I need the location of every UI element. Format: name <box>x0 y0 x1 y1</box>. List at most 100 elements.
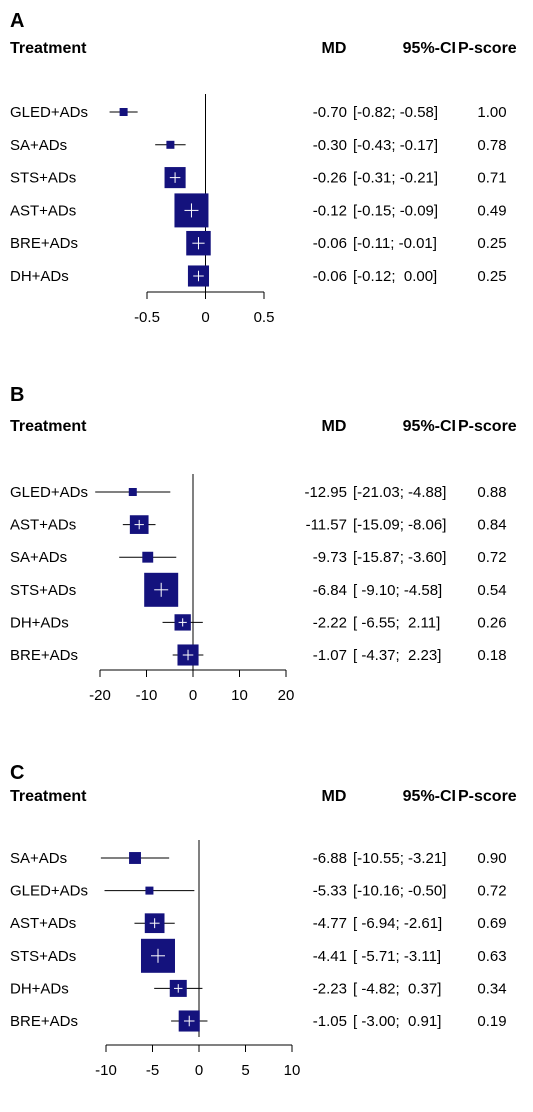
md-header: MD <box>322 418 347 435</box>
x-tick-label: 0 <box>195 1062 203 1079</box>
ci-value: [ -6.94; -2.61] <box>353 915 442 932</box>
forest-row: DH+ADs -0.06 [-0.12; 0.00] 0.25 <box>10 265 507 287</box>
ci-value: [-0.11; -0.01] <box>353 235 437 252</box>
pscore-value: 0.18 <box>477 647 506 664</box>
md-value: -0.06 <box>313 235 347 252</box>
treatment-header: Treatment <box>10 418 87 435</box>
md-value: -5.33 <box>313 883 347 900</box>
x-tick-label: 10 <box>231 687 248 704</box>
forest-row: DH+ADs -2.23 [ -4.82; 0.37] 0.34 <box>10 979 507 997</box>
treatment-label: GLED+ADs <box>10 104 88 121</box>
md-value: -4.41 <box>313 948 347 965</box>
pscore-value: 0.63 <box>477 948 506 965</box>
ci-value: [-0.15; -0.09] <box>353 202 438 219</box>
treatment-label: DH+ADs <box>10 980 69 997</box>
x-tick-label: -20 <box>89 687 111 704</box>
treatment-label: AST+ADs <box>10 915 76 932</box>
x-tick-label: 0 <box>201 309 209 326</box>
pscore-value: 0.34 <box>477 980 506 997</box>
forest-row: GLED+ADs -12.95 [-21.03; -4.88] 0.88 <box>10 484 507 501</box>
pscore-value: 1.00 <box>477 104 506 121</box>
md-value: -0.06 <box>313 268 347 285</box>
md-value: -12.95 <box>304 484 347 501</box>
ci-value: [-15.87; -3.60] <box>353 549 446 566</box>
ci-value: [-10.16; -0.50] <box>353 883 446 900</box>
treatment-label: DH+ADs <box>10 614 69 631</box>
pscore-value: 0.72 <box>477 883 506 900</box>
treatment-label: STS+ADs <box>10 170 76 187</box>
md-value: -1.07 <box>313 647 347 664</box>
ci-value: [-21.03; -4.88] <box>353 484 446 501</box>
pscore-value: 0.25 <box>477 268 506 285</box>
ci-value: [-0.82; -0.58] <box>353 104 438 121</box>
pscore-header: P-score <box>458 788 517 805</box>
pscore-header: P-score <box>458 418 517 435</box>
treatment-label: AST+ADs <box>10 202 76 219</box>
forest-plot-figure: A Treatment MD 95%-CI P-score GLED+ADs -0.70 [-… <box>10 10 517 1079</box>
forest-panel-b: B Treatment MD 95%-CI P-score GLED+ADs -12.95 [… <box>10 384 517 704</box>
x-tick-label: -5 <box>146 1062 159 1079</box>
md-value: -0.30 <box>313 137 347 154</box>
treatment-label: STS+ADs <box>10 582 76 599</box>
md-value: -6.88 <box>313 850 347 867</box>
md-value: -11.57 <box>306 517 347 534</box>
md-value: -2.22 <box>313 614 347 631</box>
ci-value: [-0.31; -0.21] <box>353 170 438 187</box>
x-tick-label: -10 <box>136 687 158 704</box>
panel-letter: B <box>10 384 24 406</box>
ci-value: [ -4.37; 2.23] <box>353 647 441 664</box>
pscore-value: 0.26 <box>477 614 506 631</box>
treatment-label: SA+ADs <box>10 850 67 867</box>
pscore-value: 0.90 <box>477 850 506 867</box>
md-header: MD <box>322 788 347 805</box>
pscore-value: 0.72 <box>477 549 506 566</box>
x-tick-label: 0.5 <box>254 309 275 326</box>
ci-value: [ -9.10; -4.58] <box>353 582 442 599</box>
pscore-value: 0.49 <box>477 202 506 219</box>
treatment-label: GLED+ADs <box>10 883 88 900</box>
treatment-label: BRE+ADs <box>10 647 78 664</box>
panel-letter: C <box>10 762 24 784</box>
md-header: MD <box>322 40 347 57</box>
treatment-label: GLED+ADs <box>10 484 88 501</box>
pscore-value: 0.78 <box>477 137 506 154</box>
pscore-header: P-score <box>458 40 517 57</box>
pscore-value: 0.71 <box>477 170 506 187</box>
treatment-label: SA+ADs <box>10 549 67 566</box>
ci-value: [ -3.00; 0.91] <box>353 1013 441 1030</box>
forest-row: GLED+ADs -5.33 [-10.16; -0.50] 0.72 <box>10 883 507 900</box>
forest-row: SA+ADs -0.30 [-0.43; -0.17] 0.78 <box>10 137 507 154</box>
forest-row: SA+ADs -9.73 [-15.87; -3.60] 0.72 <box>10 549 507 566</box>
ci-value: [ -6.55; 2.11] <box>353 614 440 631</box>
pscore-value: 0.19 <box>477 1013 506 1030</box>
md-value: -0.26 <box>313 170 347 187</box>
estimate-box <box>166 140 175 149</box>
x-tick-label: 10 <box>284 1062 301 1079</box>
ci-header: 95%-CI <box>403 418 456 435</box>
treatment-label: STS+ADs <box>10 948 76 965</box>
treatment-header: Treatment <box>10 40 87 57</box>
pscore-value: 0.88 <box>477 484 506 501</box>
forest-row: STS+ADs -4.41 [ -5.71; -3.11] 0.63 <box>10 938 507 973</box>
ci-header: 95%-CI <box>403 40 456 57</box>
estimate-box <box>142 551 154 563</box>
md-value: -2.23 <box>313 980 347 997</box>
pscore-value: 0.25 <box>477 235 506 252</box>
estimate-box <box>145 886 154 895</box>
ci-value: [ -5.71; -3.11] <box>353 948 441 965</box>
ci-value: [-15.09; -8.06] <box>353 517 446 534</box>
estimate-box <box>128 488 137 496</box>
forest-row: AST+ADs -4.77 [ -6.94; -2.61] 0.69 <box>10 913 507 934</box>
treatment-label: AST+ADs <box>10 517 76 534</box>
pscore-value: 0.69 <box>477 915 506 932</box>
md-value: -9.73 <box>313 549 347 566</box>
treatment-label: SA+ADs <box>10 137 67 154</box>
forest-row: STS+ADs -0.26 [-0.31; -0.21] 0.71 <box>10 167 507 189</box>
forest-row: SA+ADs -6.88 [-10.55; -3.21] 0.90 <box>10 850 507 867</box>
forest-row: GLED+ADs -0.70 [-0.82; -0.58] 1.00 <box>10 104 507 121</box>
treatment-header: Treatment <box>10 788 87 805</box>
x-tick-label: 20 <box>278 687 295 704</box>
md-value: -1.05 <box>313 1013 347 1030</box>
forest-row: AST+ADs -0.12 [-0.15; -0.09] 0.49 <box>10 193 507 228</box>
forest-panel-a: A Treatment MD 95%-CI P-score GLED+ADs -0.70 [-… <box>10 10 517 326</box>
